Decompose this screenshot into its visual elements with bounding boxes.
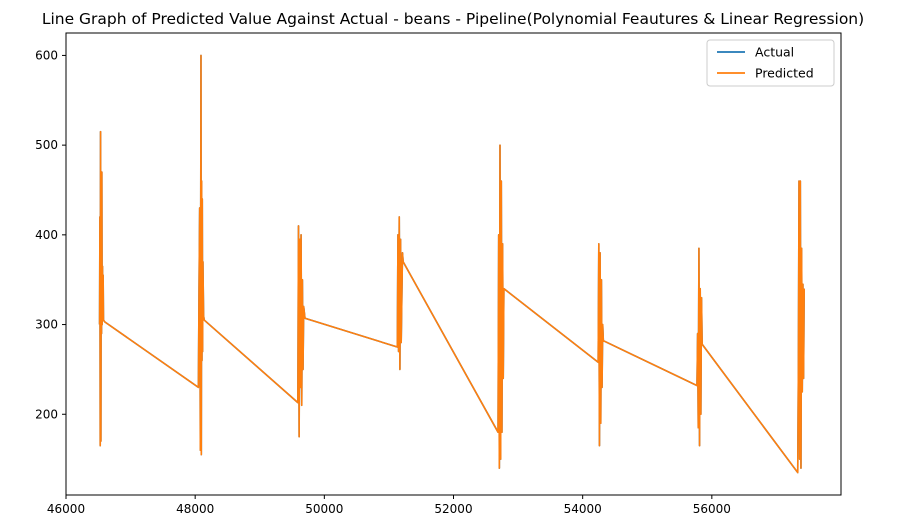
plot-area <box>98 54 805 474</box>
y-tick-label: 600 <box>35 48 58 62</box>
x-tick-label: 54000 <box>564 502 602 516</box>
x-tick-label: 46000 <box>47 502 85 516</box>
plot-frame <box>65 32 842 496</box>
y-tick-label: 500 <box>35 138 58 152</box>
x-tick-label: 48000 <box>176 502 214 516</box>
x-tick-label: 52000 <box>434 502 472 516</box>
legend-label-actual: Actual <box>755 45 794 60</box>
legend-label-predicted: Predicted <box>755 66 814 81</box>
y-tick-label: 400 <box>35 228 58 242</box>
chart-title: Line Graph of Predicted Value Against Ac… <box>42 10 864 28</box>
series-line-predicted <box>98 54 805 474</box>
y-tick-label: 200 <box>35 407 58 421</box>
y-tick-label: 300 <box>35 318 58 332</box>
x-tick-label: 56000 <box>693 502 731 516</box>
y-axis: 200 300 400 500 600 <box>35 48 66 421</box>
legend: Actual Predicted <box>706 39 835 87</box>
x-tick-label: 50000 <box>305 502 343 516</box>
x-axis: 46000 48000 50000 52000 54000 56000 <box>47 495 731 516</box>
